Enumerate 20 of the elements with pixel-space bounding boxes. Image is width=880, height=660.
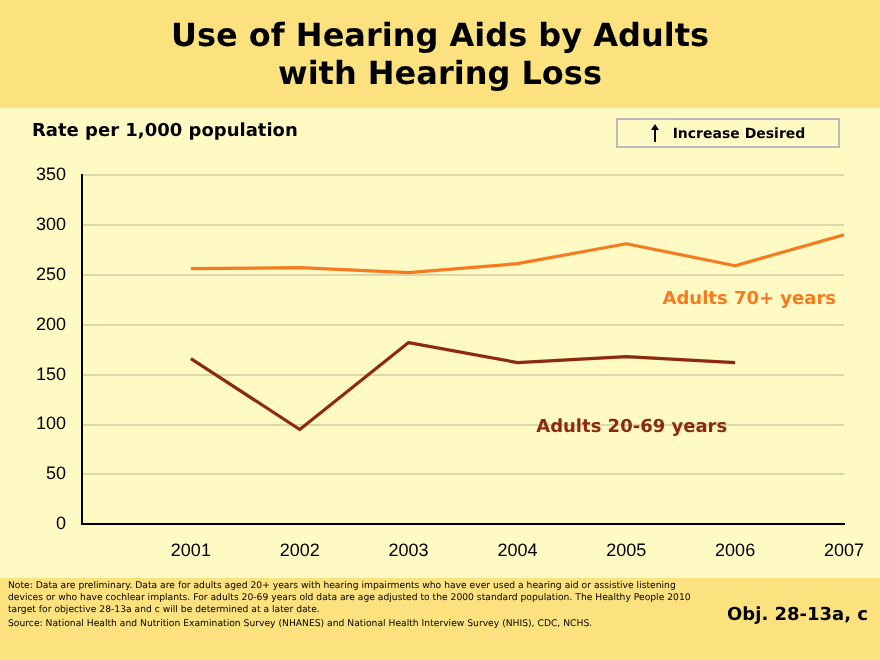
y-tick-label: 350 <box>35 163 67 184</box>
y-tick-label: 150 <box>35 363 67 384</box>
y-tick-label: 0 <box>56 513 67 534</box>
y-axis-title: Rate per 1,000 population <box>32 122 298 142</box>
x-tick-label: 2005 <box>606 540 647 561</box>
x-tick-label: 2002 <box>279 540 320 561</box>
y-tick-label: 200 <box>35 313 67 334</box>
x-tick-label: 2001 <box>170 540 211 561</box>
y-tick-label: 50 <box>46 463 67 484</box>
x-tick-label: 2004 <box>497 540 538 561</box>
text: Obj. 28-13a, c <box>727 606 868 626</box>
x-tick-label: 2006 <box>715 540 756 561</box>
y-tick-label: 300 <box>35 213 67 234</box>
y-tick-label: 100 <box>35 413 67 434</box>
text: Adults 70+ years <box>662 290 836 311</box>
y-tick-label: 250 <box>35 263 67 284</box>
x-tick-label: 2007 <box>823 540 865 561</box>
x-tick-label: 2003 <box>388 540 429 561</box>
chart-title: Use of Hearing Aids by Adults with Hearing Loss <box>0 0 880 108</box>
text: Adults 20-69 years <box>536 418 728 439</box>
